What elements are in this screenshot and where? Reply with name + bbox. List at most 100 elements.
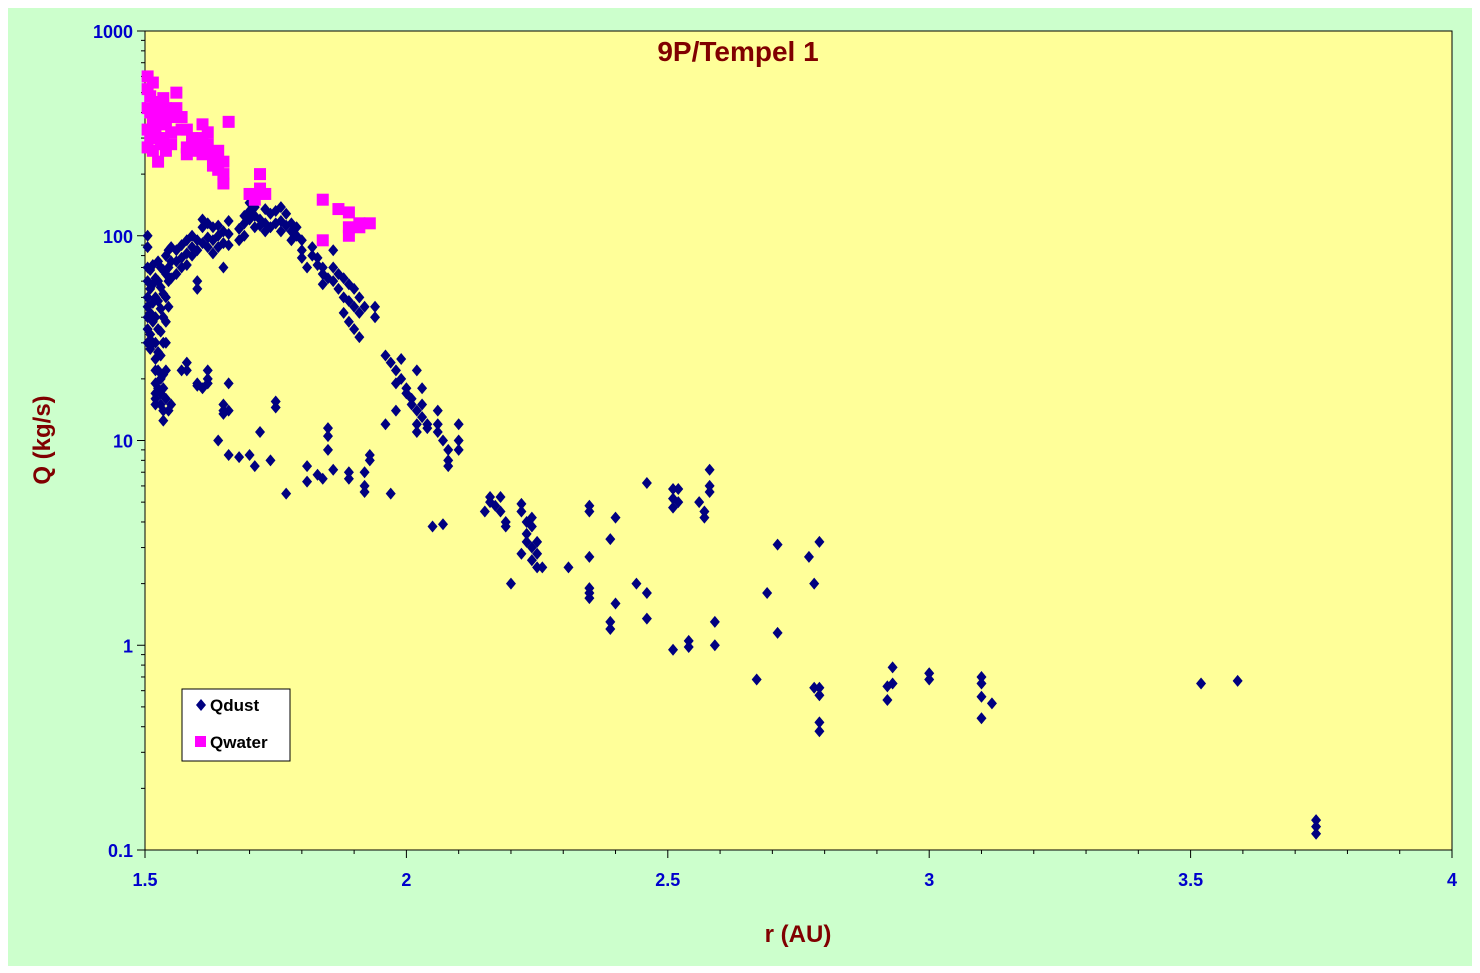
qwater-point [217,177,230,190]
qdust-point [370,300,381,313]
qdust-point [814,716,825,729]
x-tick-label: 3 [924,870,934,890]
qdust-point [192,244,203,257]
qwater-point [217,155,230,168]
x-axis-title: r (AU) [765,921,832,948]
qdust-point [359,466,370,479]
plot-area [144,30,1453,851]
qdust-point [192,275,203,288]
qdust-point [479,505,490,518]
qdust-point [417,398,428,411]
qdust-point [354,306,365,319]
qdust-point [207,247,218,260]
qdust-point [328,244,339,257]
qdust-point [521,527,532,540]
qdust-point [359,479,370,492]
legend-qwater-marker [195,736,206,747]
qwater-point [196,148,209,161]
qdust-point [181,356,192,369]
qdust-point [296,244,307,257]
qdust-point [291,221,302,234]
x-tick-labels: 1.5 2 2.5 3 3.5 4 [132,870,1457,890]
qdust-point [370,311,381,324]
qdust-point [500,520,511,533]
qdust-point [699,505,710,518]
qdust-point [1311,814,1322,827]
qdust-point [584,592,595,605]
qdust-point [160,392,171,405]
qdust-point [223,377,234,390]
qdust-point [359,300,370,313]
legend: Qdust Qwater [181,688,291,762]
qdust-point [704,486,715,499]
x-tick-label: 4 [1447,870,1457,890]
qwater-point [342,206,355,219]
qdust-point [704,463,715,476]
qdust-point [390,404,401,417]
qdust-point [417,382,428,395]
qdust-point [516,505,527,518]
qdust-point [411,364,422,377]
qdust-point [281,487,292,500]
qdust-point [322,430,333,443]
qdust-point [1232,674,1243,687]
y-tick-label: 0.1 [108,841,133,861]
qdust-point [1196,677,1207,690]
qdust-point [976,670,987,683]
qdust-point [317,472,328,485]
qdust-point [158,414,169,427]
legend-qdust-marker [196,699,206,711]
qdust-point [976,690,987,703]
qdust-point [532,535,543,548]
qdust-point [432,426,443,439]
qdust-point [490,499,501,512]
qdust-point [668,482,679,495]
qdust-point [584,505,595,518]
qdust-point [142,241,153,254]
qdust-point [443,460,454,473]
x-tick-label: 1.5 [132,870,157,890]
qdust-point [234,451,245,464]
qdust-point [605,623,616,636]
qwater-point [152,155,165,168]
qwater-point [248,193,261,206]
y-tick-labels: 0.1 1 10 100 1000 [93,22,133,861]
qdust-point [610,597,621,610]
qdust-point [142,229,153,242]
qdust-point [495,490,506,503]
qdust-point [333,282,344,295]
qdust-point [354,291,365,304]
qdust-point [610,511,621,524]
qdust-point [160,336,171,349]
qdust-point [255,426,266,439]
qdust-point [427,520,438,533]
qdust-point [422,422,433,435]
qwater-point [157,92,170,105]
qdust-point [270,395,281,408]
qdust-point [537,561,548,574]
qdust-point [202,241,213,254]
qdust-point [317,278,328,291]
qdust-point [887,677,898,690]
qdust-point [976,677,987,690]
qdust-point [704,479,715,492]
qwater-point [180,148,193,161]
qdust-point [526,541,537,554]
qdust-point [390,364,401,377]
qdust-point [213,434,224,447]
qdust-point [683,634,694,647]
qdust-point [443,443,454,456]
qwater-point [201,126,214,139]
qdust-point [641,612,652,625]
qdust-point [683,641,694,654]
y-tick-label: 10 [113,432,133,452]
qdust-point [223,239,234,252]
chart-title: 9P/Tempel 1 [657,36,818,67]
qdust-point [158,382,169,395]
qwater-point [165,138,178,151]
qdust-point [176,364,187,377]
qdust-point [411,404,422,417]
qdust-point [296,251,307,264]
qdust-point [882,694,893,707]
qwater-point [363,217,376,230]
